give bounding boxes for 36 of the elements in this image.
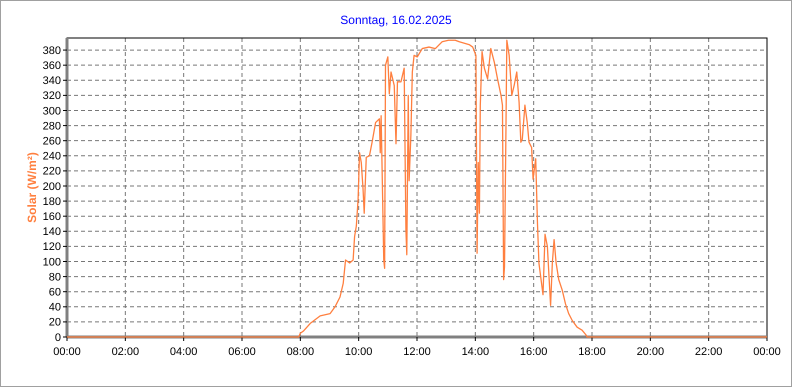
chart-title: Sonntag, 16.02.2025 [340, 13, 452, 27]
y-tick-label: 300 [42, 105, 61, 118]
x-tick-label: 02:00 [112, 346, 140, 358]
x-tick-label: 04:00 [170, 346, 198, 358]
y-tick-label: 60 [48, 286, 61, 299]
y-tick-label: 380 [42, 44, 61, 57]
y-tick-label: 240 [42, 150, 61, 163]
y-tick-label: 320 [42, 90, 61, 102]
y-tick-label: 140 [42, 226, 61, 238]
y-tick-label: 280 [42, 120, 61, 132]
x-tick-label: 22:00 [694, 346, 722, 358]
y-tick-label: 40 [48, 302, 61, 314]
x-tick-label: 16:00 [520, 346, 548, 358]
x-tick-label: 20:00 [636, 346, 664, 358]
y-tick-label: 100 [42, 256, 61, 268]
x-tick-label: 14:00 [462, 346, 490, 358]
y-tick-label: 340 [42, 75, 61, 88]
x-tick-label: 00:00 [53, 346, 81, 358]
y-tick-label: 20 [48, 316, 61, 329]
y-tick-label: 0 [54, 332, 61, 344]
y-tick-label: 160 [42, 211, 61, 224]
y-tick-label: 120 [42, 241, 61, 254]
y-tick-label: 80 [48, 271, 61, 284]
x-tick-label: 08:00 [286, 346, 314, 358]
y-tick-label: 360 [42, 60, 61, 72]
x-tick-label: 12:00 [403, 346, 431, 358]
x-tick-label: 10:00 [344, 346, 372, 358]
x-tick-label: 06:00 [228, 346, 256, 358]
x-tick-label: 00:00 [753, 346, 781, 358]
line-series [66, 40, 768, 338]
y-tick-label: 180 [42, 196, 61, 208]
y-tick-label: 260 [42, 136, 61, 148]
y-tick-label: 220 [42, 166, 61, 178]
x-tick-label: 18:00 [578, 346, 606, 358]
y-axis-title: Solar (W/m²) [25, 152, 39, 223]
y-tick-label: 200 [42, 180, 61, 193]
